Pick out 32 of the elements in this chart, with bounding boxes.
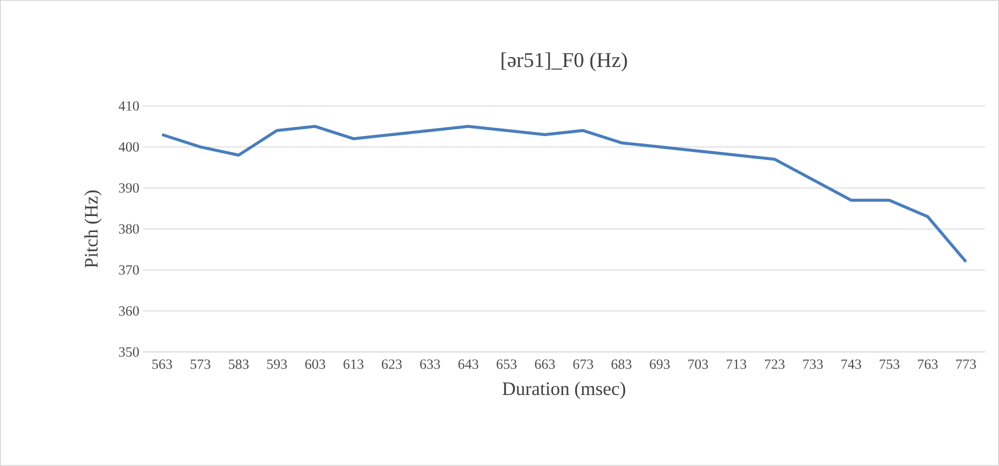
x-tick-label: 703 — [688, 360, 708, 369]
x-tick-label: 563 — [152, 360, 172, 369]
y-tick-label: 350 — [119, 347, 139, 357]
x-tick-label: 773 — [956, 360, 976, 369]
y-tick-label: 380 — [119, 224, 139, 234]
y-tick-label: 360 — [119, 306, 139, 316]
x-tick-label: 713 — [726, 360, 746, 369]
x-tick-label: 633 — [420, 360, 440, 369]
x-tick-label: 643 — [458, 360, 478, 369]
x-tick-label: 693 — [650, 360, 670, 369]
x-tick-label: 663 — [534, 360, 555, 369]
x-tick-label: 763 — [918, 360, 938, 369]
y-tick-label: 370 — [119, 265, 139, 275]
x-tick-label: 673 — [573, 360, 594, 369]
x-axis-title: Duration (msec) — [502, 382, 626, 400]
y-tick-label: 400 — [118, 142, 139, 152]
x-tick-label: 603 — [305, 360, 326, 369]
x-tick-label: 653 — [496, 360, 517, 369]
y-axis-title: Pitch (Hz) — [84, 190, 102, 268]
x-tick-label: 753 — [880, 360, 900, 369]
x-tick-label: 743 — [842, 360, 862, 369]
x-tick-label: 573 — [190, 360, 210, 369]
x-tick-label: 733 — [803, 360, 823, 369]
x-tick-label: 583 — [228, 360, 249, 369]
x-tick-label: 593 — [267, 360, 287, 369]
y-tick-label: 410 — [118, 101, 139, 111]
x-tick-label: 683 — [612, 360, 632, 369]
x-tick-label: 613 — [344, 360, 364, 369]
x-tick-label: 723 — [764, 360, 785, 369]
x-tick-label: 623 — [382, 360, 402, 369]
y-tick-label: 390 — [119, 183, 139, 193]
chart-title: [ər51]_F0 (Hz) — [502, 52, 627, 72]
